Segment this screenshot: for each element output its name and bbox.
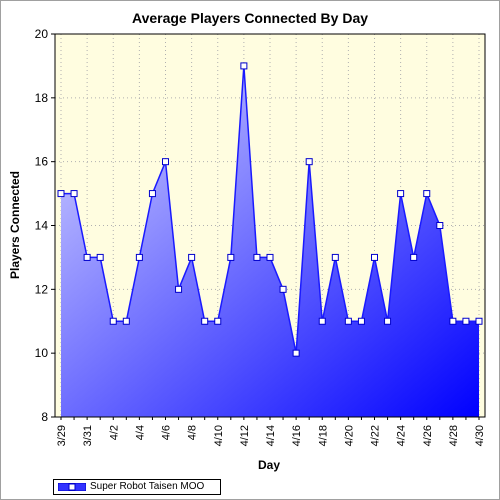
data-point <box>279 285 287 293</box>
x-tick-label: 4/22 <box>370 425 382 446</box>
data-point <box>292 349 300 357</box>
x-tick-label: 4/4 <box>134 425 146 440</box>
data-point <box>266 253 274 261</box>
x-tick-label: 4/12 <box>239 425 251 446</box>
data-point <box>201 317 209 325</box>
data-point <box>357 317 365 325</box>
data-point <box>214 317 222 325</box>
y-tick-label: 12 <box>35 282 49 296</box>
data-point <box>384 317 392 325</box>
data-point <box>162 158 169 166</box>
data-point <box>96 253 104 261</box>
x-tick-label: 4/26 <box>422 425 434 446</box>
data-point <box>148 190 156 198</box>
data-point <box>344 317 352 325</box>
data-point <box>462 317 470 325</box>
data-point <box>397 190 405 198</box>
data-point <box>240 62 248 70</box>
data-point <box>135 253 143 261</box>
data-point <box>227 253 235 261</box>
data-point <box>122 317 130 325</box>
y-tick-label: 10 <box>35 346 49 360</box>
legend: Super Robot Taisen MOO <box>53 479 221 495</box>
x-tick-label: 4/18 <box>317 425 329 446</box>
data-point <box>253 253 261 261</box>
data-point <box>423 190 431 198</box>
x-tick-label: 4/14 <box>265 425 277 446</box>
legend-entry-label: Super Robot Taisen MOO <box>90 481 205 492</box>
y-tick-label: 18 <box>35 91 49 105</box>
chart-title: Average Players Connected By Day <box>131 10 369 26</box>
data-point <box>83 253 91 261</box>
y-tick-label: 14 <box>35 219 49 233</box>
x-tick-label: 4/20 <box>343 425 355 446</box>
data-point <box>188 253 196 261</box>
data-point <box>70 190 78 198</box>
data-point <box>318 317 326 325</box>
x-tick-label: 4/16 <box>291 425 303 446</box>
data-point <box>371 253 378 261</box>
x-tick-label: 4/24 <box>396 425 408 446</box>
data-point <box>331 253 339 261</box>
data-point <box>305 158 313 166</box>
data-point <box>57 190 65 198</box>
data-point <box>175 285 183 293</box>
x-tick-label: 4/6 <box>161 425 173 440</box>
x-axis-label: Day <box>257 458 280 472</box>
x-tick-label: 4/28 <box>448 425 460 446</box>
x-tick-label: 3/29 <box>56 425 68 446</box>
series-area <box>61 65 479 418</box>
y-tick-label: 8 <box>41 410 48 424</box>
data-point <box>475 317 483 325</box>
data-point <box>410 253 418 261</box>
x-tick-label: 4/2 <box>108 425 120 440</box>
legend-swatch-marker <box>68 483 76 491</box>
legend-swatch <box>58 483 86 491</box>
data-point <box>449 317 457 325</box>
x-tick-label: 4/30 <box>474 425 486 446</box>
y-tick-label: 16 <box>35 155 49 169</box>
data-point <box>436 222 444 229</box>
data-point <box>109 317 117 325</box>
x-tick-label: 4/10 <box>213 425 225 446</box>
y-tick-label: 20 <box>35 27 49 41</box>
x-tick-label: 3/31 <box>82 425 94 446</box>
x-tick-label: 4/8 <box>187 425 199 440</box>
